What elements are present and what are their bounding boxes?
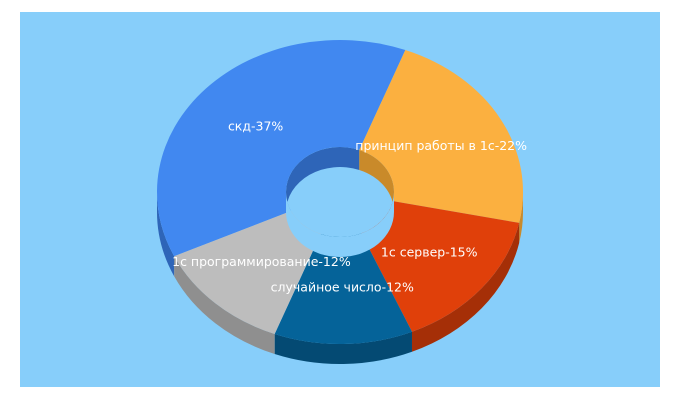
- slice-label: 1с программирование-12%: [172, 254, 351, 269]
- slice-label: 1с сервер-15%: [381, 245, 478, 260]
- pie-slice[interactable]: [157, 39, 406, 257]
- pie-slice[interactable]: [359, 50, 523, 223]
- slice-label: принцип работы в 1с-22%: [355, 138, 527, 153]
- slice-label: случайное число-12%: [271, 280, 414, 295]
- slice-inner-wall: [359, 149, 394, 212]
- slice-side-wall: [174, 256, 275, 354]
- chart-panel: скд-37% принцип работы в 1с-22% 1с сервер-…: [20, 12, 660, 387]
- donut-hole: [286, 192, 394, 257]
- slice-side-wall: [157, 192, 175, 277]
- donut-chart: скд-37% принцип работы в 1с-22% 1с сервер-…: [157, 39, 527, 365]
- slice-side-wall: [274, 331, 412, 365]
- pie-slice[interactable]: [274, 233, 412, 345]
- pie-slice[interactable]: [361, 201, 520, 332]
- slice-label: скд-37%: [228, 119, 283, 134]
- slice-inner-wall: [286, 146, 360, 212]
- slice-side-wall: [411, 222, 520, 352]
- pie-slice[interactable]: [174, 211, 321, 334]
- slice-side-wall: [519, 192, 523, 243]
